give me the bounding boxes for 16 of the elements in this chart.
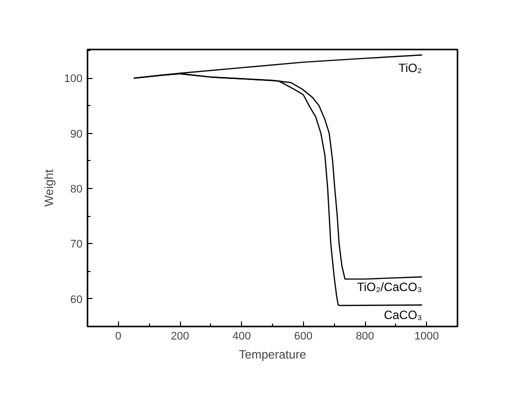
series-label: TiO₂/CaCO₃ (356, 280, 422, 294)
x-tick-label: 800 (356, 330, 374, 342)
y-tick-label: 100 (64, 73, 83, 86)
x-tick-label: 400 (232, 330, 251, 342)
x-axis-title: Temperature (238, 348, 307, 362)
x-tick-label: 200 (170, 330, 190, 342)
y-tick-label: 60 (70, 294, 83, 306)
y-tick-label: 80 (70, 184, 83, 196)
x-tick-label: 0 (115, 330, 122, 342)
series-label: CaCO₃ (384, 308, 422, 322)
y-axis-title: Weight (42, 168, 56, 207)
series-label: TiO₂ (398, 61, 422, 76)
y-tick-label: 70 (70, 238, 83, 251)
x-tick-label: 1000 (414, 330, 439, 342)
y-tick-label: 90 (70, 128, 83, 140)
x-tick-label: 600 (294, 330, 313, 342)
